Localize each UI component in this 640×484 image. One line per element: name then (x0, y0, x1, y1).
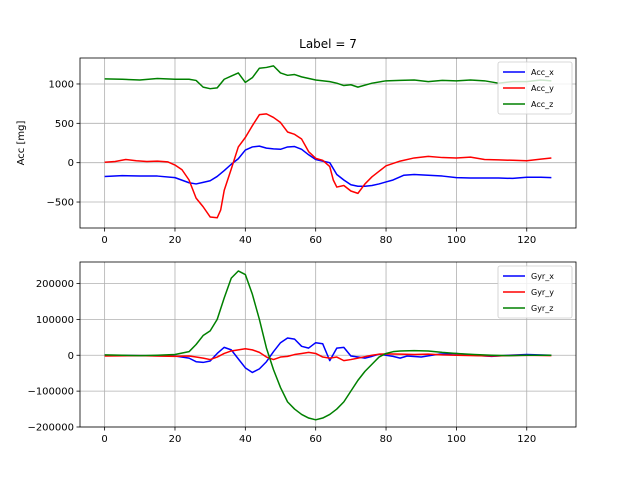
series-line-gyr-x (104, 337, 552, 374)
y-tick-label: 200000 (36, 279, 74, 290)
axes-frame (79, 57, 577, 229)
series-line-acc-z (104, 65, 552, 90)
x-tick-label: 120 (517, 235, 536, 246)
x-tick-label: 40 (239, 235, 252, 246)
y-tick-label: 100000 (36, 315, 74, 326)
x-tick-label: 80 (380, 434, 393, 445)
legend-box (497, 61, 573, 115)
x-tick-label: 120 (517, 434, 536, 445)
legend-label: Gyr_x (531, 272, 554, 281)
gyr-panel: 0 20 40 60 80 100 120 −200000 −100000 0 100000 2000… (27, 261, 577, 445)
y-tick-label: 1000 (49, 79, 74, 90)
y-axis-label: Acc [mg] (16, 121, 27, 166)
x-tick-label: 100 (447, 235, 466, 246)
y-tick-label: 500 (55, 119, 74, 130)
series-line-acc-x (104, 145, 552, 188)
x-tick-label: 60 (309, 235, 322, 246)
x-tick-label: 80 (380, 235, 393, 246)
x-tick-label: 40 (239, 434, 252, 445)
x-tick-label: 0 (101, 235, 107, 246)
x-tick-label: 60 (309, 434, 322, 445)
axes-frame (79, 261, 577, 428)
legend-label: Gyr_y (531, 288, 554, 297)
y-tick-label: −500 (47, 198, 74, 209)
y-tick-label: −200000 (27, 423, 74, 434)
legend-label: Gyr_z (531, 304, 553, 313)
x-tick-label: 20 (169, 235, 182, 246)
legend-label: Acc_z (531, 100, 553, 109)
x-tick-label: 0 (101, 434, 107, 445)
series-line-gyr-z (104, 270, 552, 421)
legend-label: Acc_x (531, 68, 554, 77)
chart-title: Label = 7 (299, 37, 357, 51)
series-line-acc-y (104, 113, 552, 219)
legend-label: Acc_y (531, 84, 554, 93)
y-tick-label: −100000 (27, 387, 74, 398)
acc-panel: 0 20 40 60 80 100 120 −500 0 500 1000 Acc [mg] Acc_x… (16, 57, 577, 246)
x-tick-label: 100 (447, 434, 466, 445)
legend-box (497, 265, 573, 319)
y-tick-label: 0 (68, 158, 74, 169)
series-line-gyr-y (104, 348, 552, 362)
x-tick-label: 20 (169, 434, 182, 445)
y-tick-label: 0 (68, 351, 74, 362)
